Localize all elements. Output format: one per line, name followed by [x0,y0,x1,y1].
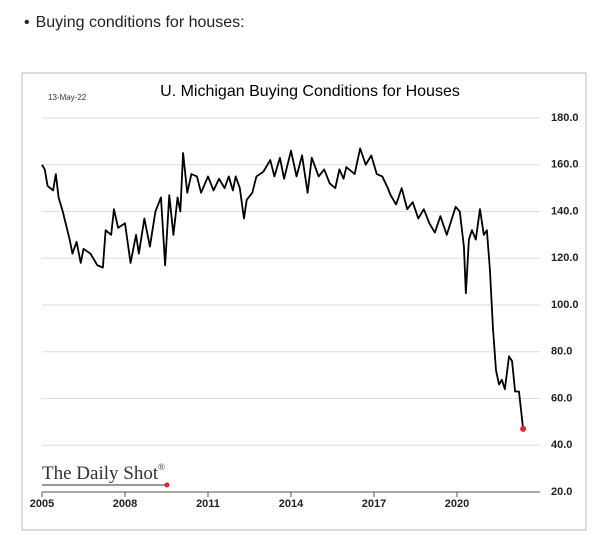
last-point [520,425,527,432]
source-dot [164,482,170,488]
y-tick-label: 100.0 [551,299,579,311]
y-tick-label: 160.0 [551,159,579,171]
chart-frame [21,72,587,531]
x-tick-label: 2014 [279,498,304,510]
y-tick-label: 80.0 [551,346,572,358]
date-note: 13-May-22 [48,93,87,102]
x-tick-label: 2005 [30,498,54,510]
y-tick-label: 20.0 [551,486,572,498]
y-tick-label: 40.0 [551,439,572,451]
y-tick-label: 180.0 [551,112,579,124]
source-mark: ® [158,462,165,472]
x-tick-label: 2020 [445,498,469,510]
y-tick-label: 60.0 [551,392,572,404]
chart-title: U. Michigan Buying Conditions for Houses [160,83,460,100]
bullet-text: Buying conditions for houses: [24,14,245,32]
x-tick-label: 2008 [113,498,137,510]
x-tick-label: 2011 [196,498,220,510]
y-tick-label: 120.0 [551,252,579,264]
x-tick-label: 2017 [362,498,386,510]
y-tick-label: 140.0 [551,205,579,217]
source: The Daily Shot® [42,462,165,484]
source-name: The Daily Shot [42,463,159,484]
series-line [41,147,525,429]
